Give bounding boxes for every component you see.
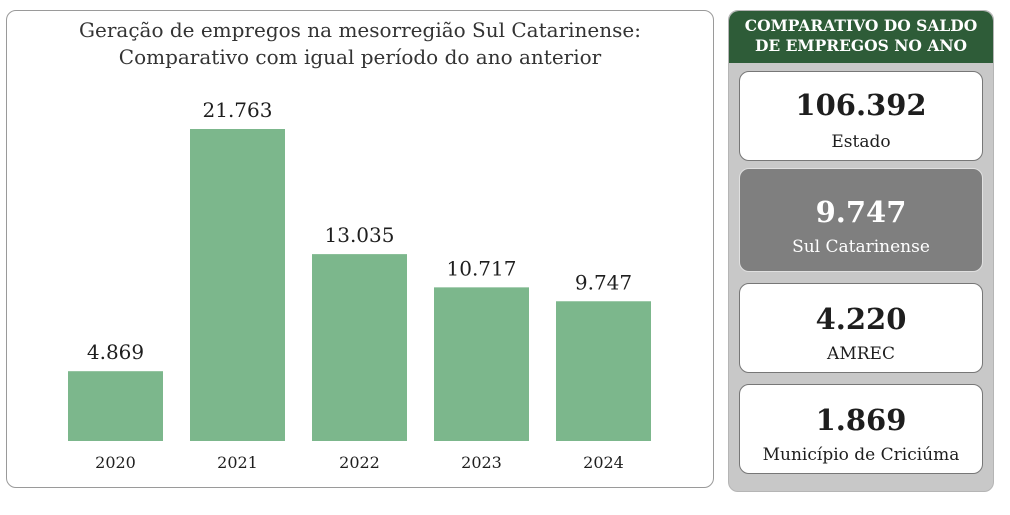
bar-2020 xyxy=(68,371,163,441)
chart-subtitle: Comparativo com igual período do ano ant… xyxy=(118,45,602,69)
chart-title: Geração de empregos na mesorregião Sul C… xyxy=(79,18,641,42)
data-label-2023: 10.717 xyxy=(447,256,517,280)
card-amrec: 4.220 AMREC xyxy=(739,283,983,373)
card-estado: 106.392 Estado xyxy=(739,71,983,161)
card-label: Sul Catarinense xyxy=(792,237,930,257)
data-label-2020: 4.869 xyxy=(87,340,144,364)
employment-balance-panel: COMPARATIVO DO SALDO DE EMPREGOS NO ANO … xyxy=(728,10,994,492)
x-tick-label-2020: 2020 xyxy=(95,453,136,472)
side-panel-header: COMPARATIVO DO SALDO DE EMPREGOS NO ANO xyxy=(729,11,993,63)
data-label-2024: 9.747 xyxy=(575,270,632,294)
bar-chart: 4.869 2020 21.763 2021 13.035 2022 10.717 2023 9… xyxy=(68,98,651,472)
bar-2022 xyxy=(312,254,407,441)
card-criciuma: 1.869 Município de Criciúma xyxy=(739,384,983,474)
card-sul-catarinense: 9.747 Sul Catarinense xyxy=(739,168,983,272)
card-label: Município de Criciúma xyxy=(762,445,960,465)
x-tick-label-2024: 2024 xyxy=(583,453,624,472)
bar-2023 xyxy=(434,287,529,441)
card-value: 9.747 xyxy=(815,195,907,229)
card-label: Estado xyxy=(831,132,891,152)
side-header-line1: COMPARATIVO DO SALDO xyxy=(744,16,978,35)
card-value: 4.220 xyxy=(815,302,907,336)
side-header-line2: DE EMPREGOS NO ANO xyxy=(754,36,968,55)
x-tick-label-2022: 2022 xyxy=(339,453,380,472)
card-value: 106.392 xyxy=(795,88,927,122)
x-tick-label-2021: 2021 xyxy=(217,453,258,472)
card-value: 1.869 xyxy=(815,403,907,437)
data-label-2021: 21.763 xyxy=(203,98,273,122)
chart-panel: Geração de empregos na mesorregião Sul C… xyxy=(6,10,714,488)
bar-2024 xyxy=(556,301,651,441)
bar-2021 xyxy=(190,129,285,441)
x-tick-label-2023: 2023 xyxy=(461,453,502,472)
data-label-2022: 13.035 xyxy=(325,223,395,247)
card-label: AMREC xyxy=(827,344,895,364)
